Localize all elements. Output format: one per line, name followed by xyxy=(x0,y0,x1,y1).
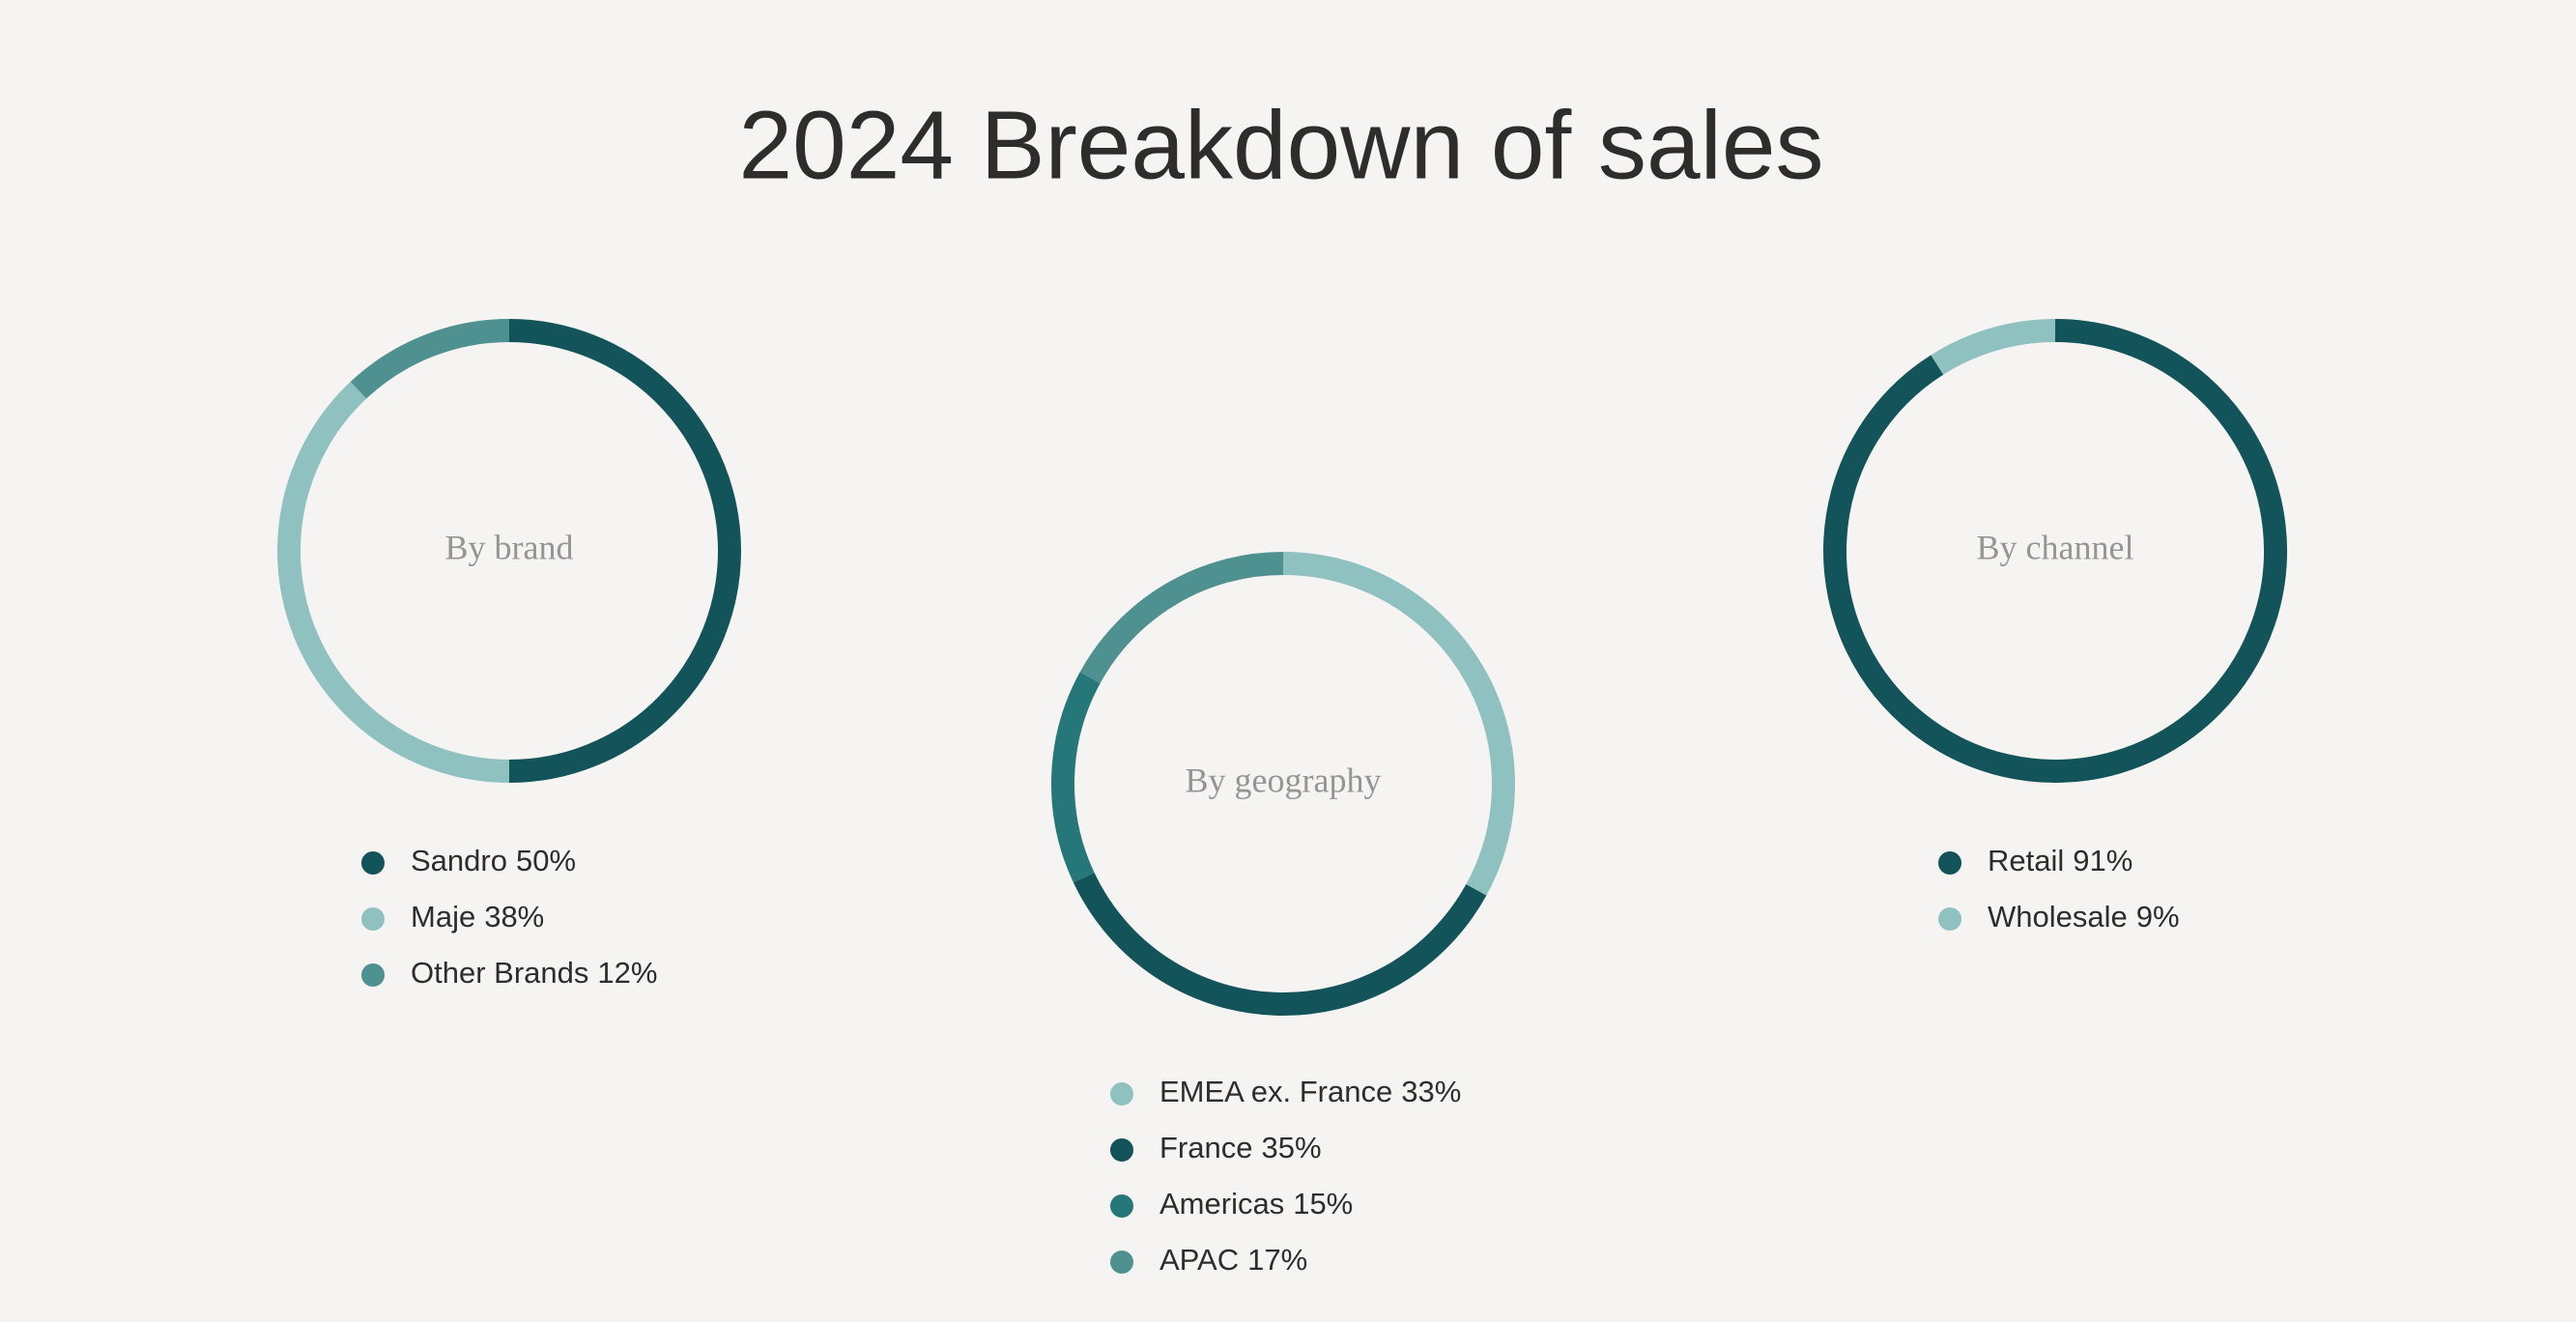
donut-segment xyxy=(277,382,510,783)
legend-entry: France 35% xyxy=(1159,1131,1322,1164)
legend-value: 15% xyxy=(1293,1187,1353,1221)
legend-marker xyxy=(1938,851,1961,875)
legend-marker xyxy=(1110,1082,1133,1106)
legend-entry: EMEA ex. France 33% xyxy=(1159,1075,1461,1108)
legend-value: 33% xyxy=(1401,1075,1461,1108)
legend-marker xyxy=(361,851,385,875)
legend-label: Americas xyxy=(1159,1187,1284,1221)
legend-marker xyxy=(1938,907,1961,931)
legend-value: 9% xyxy=(2136,900,2180,934)
legend-entry: Other Brands 12% xyxy=(411,956,657,990)
legend-label: Maje xyxy=(411,900,475,934)
legend-value: 12% xyxy=(597,956,657,990)
legend-entry: Sandro 50% xyxy=(411,844,576,877)
legend-value: 91% xyxy=(2073,844,2132,877)
legend-label: APAC xyxy=(1159,1243,1239,1277)
legend-label: Retail xyxy=(1988,844,2064,877)
legend-marker xyxy=(361,963,385,987)
legend-entry: APAC 17% xyxy=(1159,1243,1307,1277)
legend-marker xyxy=(361,907,385,931)
legend-marker xyxy=(1110,1194,1133,1218)
legend-marker xyxy=(1110,1138,1133,1162)
donut-segment xyxy=(1073,872,1487,1016)
legend-entry: Maje 38% xyxy=(411,900,544,934)
legend-label: Wholesale xyxy=(1988,900,2128,934)
donut-center-label: By channel xyxy=(1977,528,2134,566)
legend-label: EMEA ex. France xyxy=(1159,1075,1392,1108)
legend-label: France xyxy=(1159,1131,1252,1164)
donut-segment xyxy=(508,319,741,783)
donut-segment xyxy=(1823,319,2287,783)
donut-center-label: By geography xyxy=(1186,761,1382,799)
legend-entry: Americas 15% xyxy=(1159,1187,1353,1221)
legend-entry: Retail 91% xyxy=(1988,844,2132,877)
donut-segment xyxy=(1079,552,1284,684)
legend-label: Other Brands xyxy=(411,956,588,990)
legend-marker xyxy=(1110,1250,1133,1274)
legend-value: 50% xyxy=(516,844,576,877)
legend-value: 17% xyxy=(1247,1243,1307,1277)
donut-segment xyxy=(350,319,510,399)
donut-segment xyxy=(1051,672,1101,883)
legend-value: 38% xyxy=(484,900,544,934)
donut-segment xyxy=(1931,319,2056,375)
donut-center-label: By brand xyxy=(445,528,574,566)
legend-label: Sandro xyxy=(411,844,507,877)
page-title: 2024 Breakdown of sales xyxy=(739,91,1824,199)
legend-value: 35% xyxy=(1261,1131,1321,1164)
donut-segment xyxy=(1282,552,1515,896)
legend-entry: Wholesale 9% xyxy=(1988,900,2180,934)
